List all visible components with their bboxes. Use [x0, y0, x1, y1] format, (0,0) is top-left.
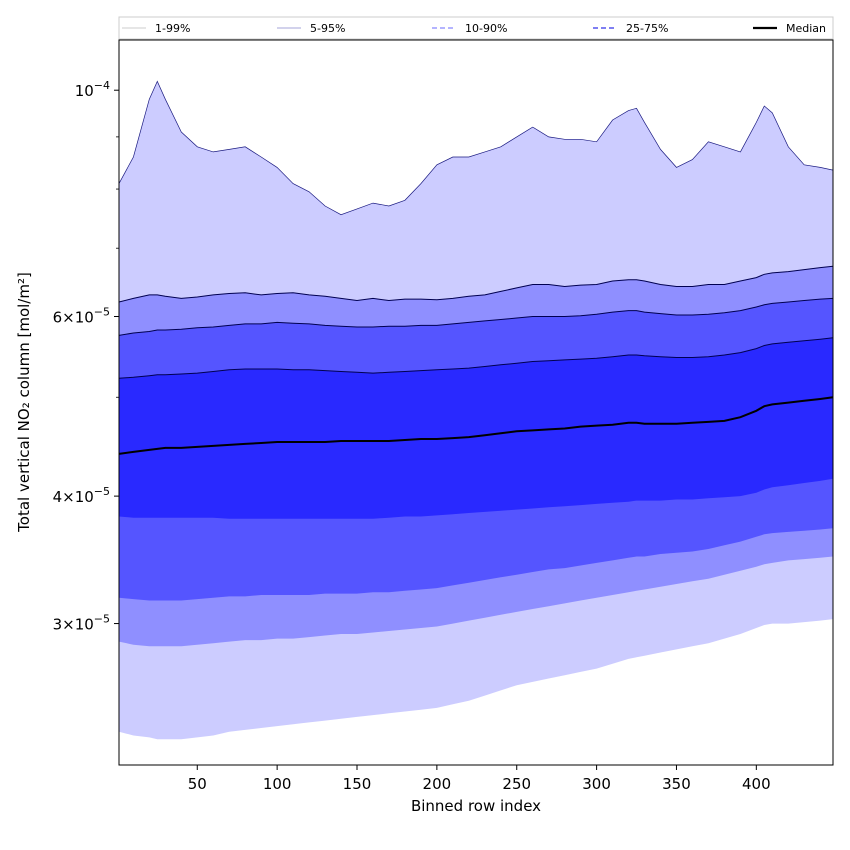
plot-area [118, 80, 834, 740]
legend-frame [118, 16, 834, 40]
x-tick-label: 300 [582, 775, 611, 793]
y-axis: 10−4 6×10−5 4×10−5 3×10−5 [53, 79, 119, 634]
x-tick-label: 350 [662, 775, 691, 793]
legend-label: 5-95% [310, 22, 345, 35]
median-layer [118, 396, 834, 455]
band-upper-edge-1-99% [118, 80, 834, 216]
x-tick-label: 400 [742, 775, 771, 793]
band-upper-edge-10-90% [118, 297, 834, 336]
y-tick-label: 3×10−5 [53, 613, 110, 634]
band-upper-edge-25-75% [118, 337, 834, 379]
y-tick-label: 6×10−5 [53, 305, 110, 326]
x-axis: 50 100 150 200 250 300 350 400 [188, 765, 771, 793]
x-tick-label: 250 [502, 775, 531, 793]
y-tick-label: 10−4 [75, 79, 110, 100]
legend-label: Median [786, 22, 826, 35]
median-line [118, 396, 834, 455]
legend: 1-99% 5-95% 10-90% 25-75% Median [118, 16, 834, 40]
x-tick-label: 100 [263, 775, 292, 793]
x-axis-label: Binned row index [411, 797, 541, 815]
y-axis-label: Total vertical NO₂ column [mol/m²] [15, 272, 33, 533]
band-25-75% [119, 337, 833, 519]
band-upper-edge-5-95% [118, 265, 834, 303]
legend-label: 1-99% [155, 22, 190, 35]
x-tick-label: 50 [188, 775, 207, 793]
legend-label: 10-90% [465, 22, 507, 35]
plot-frame [118, 39, 834, 766]
bands-layer [118, 80, 834, 740]
x-tick-label: 200 [423, 775, 452, 793]
legend-label: 25-75% [626, 22, 668, 35]
y-tick-label: 4×10−5 [53, 485, 110, 506]
x-tick-label: 150 [343, 775, 372, 793]
